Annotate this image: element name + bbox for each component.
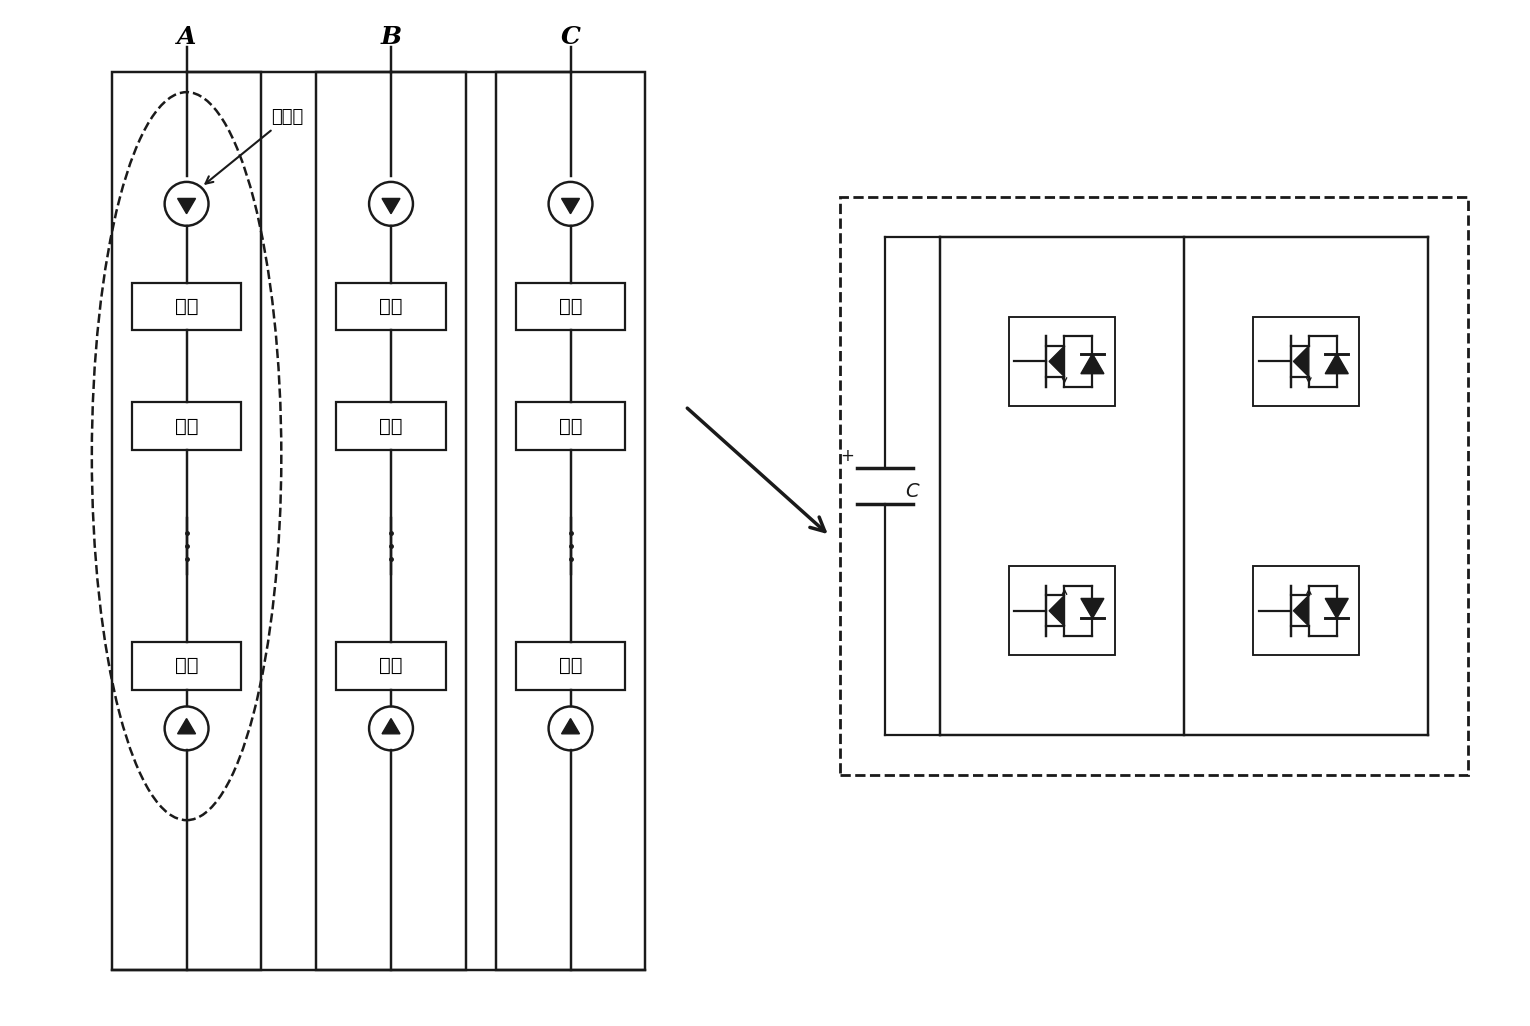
Bar (132, 641, 242, 689)
Polygon shape (562, 198, 580, 213)
Polygon shape (177, 718, 196, 734)
Text: A: A (177, 26, 196, 49)
Text: 链节: 链节 (379, 298, 402, 316)
Text: +: + (840, 447, 854, 465)
Bar (496, 72, 646, 970)
Text: 链节: 链节 (558, 417, 583, 436)
Bar (337, 402, 445, 450)
Bar (112, 72, 262, 970)
Circle shape (369, 707, 413, 750)
Text: 链节: 链节 (174, 417, 199, 436)
Text: 换流链: 换流链 (205, 108, 303, 184)
Text: 链节: 链节 (379, 656, 402, 675)
Text: $C$: $C$ (904, 481, 920, 501)
Bar (840, 197, 1469, 776)
Bar (1008, 317, 1115, 406)
Polygon shape (1050, 346, 1065, 377)
Polygon shape (1325, 598, 1348, 619)
Polygon shape (1080, 354, 1105, 373)
Polygon shape (562, 718, 580, 734)
Polygon shape (1293, 595, 1308, 626)
Bar (337, 282, 445, 330)
Text: B: B (381, 26, 401, 49)
Bar (337, 641, 445, 689)
Bar (516, 402, 626, 450)
Bar (132, 282, 242, 330)
Text: 链节: 链节 (379, 417, 402, 436)
Polygon shape (1325, 354, 1348, 373)
Bar (317, 72, 465, 970)
Bar (1253, 317, 1359, 406)
Polygon shape (382, 718, 399, 734)
Polygon shape (177, 198, 196, 213)
Polygon shape (1080, 598, 1105, 619)
Bar (516, 641, 626, 689)
Circle shape (369, 182, 413, 226)
Circle shape (549, 182, 592, 226)
Bar (1008, 566, 1115, 656)
Polygon shape (382, 198, 399, 213)
Bar (1253, 566, 1359, 656)
Circle shape (165, 707, 208, 750)
Polygon shape (1293, 346, 1308, 377)
Bar (516, 282, 626, 330)
Text: 链节: 链节 (174, 656, 199, 675)
Text: 链节: 链节 (558, 656, 583, 675)
Text: C: C (560, 26, 580, 49)
Text: 链节: 链节 (558, 298, 583, 316)
Circle shape (165, 182, 208, 226)
Circle shape (549, 707, 592, 750)
Polygon shape (1050, 595, 1065, 626)
Bar (132, 402, 242, 450)
Text: 链节: 链节 (174, 298, 199, 316)
